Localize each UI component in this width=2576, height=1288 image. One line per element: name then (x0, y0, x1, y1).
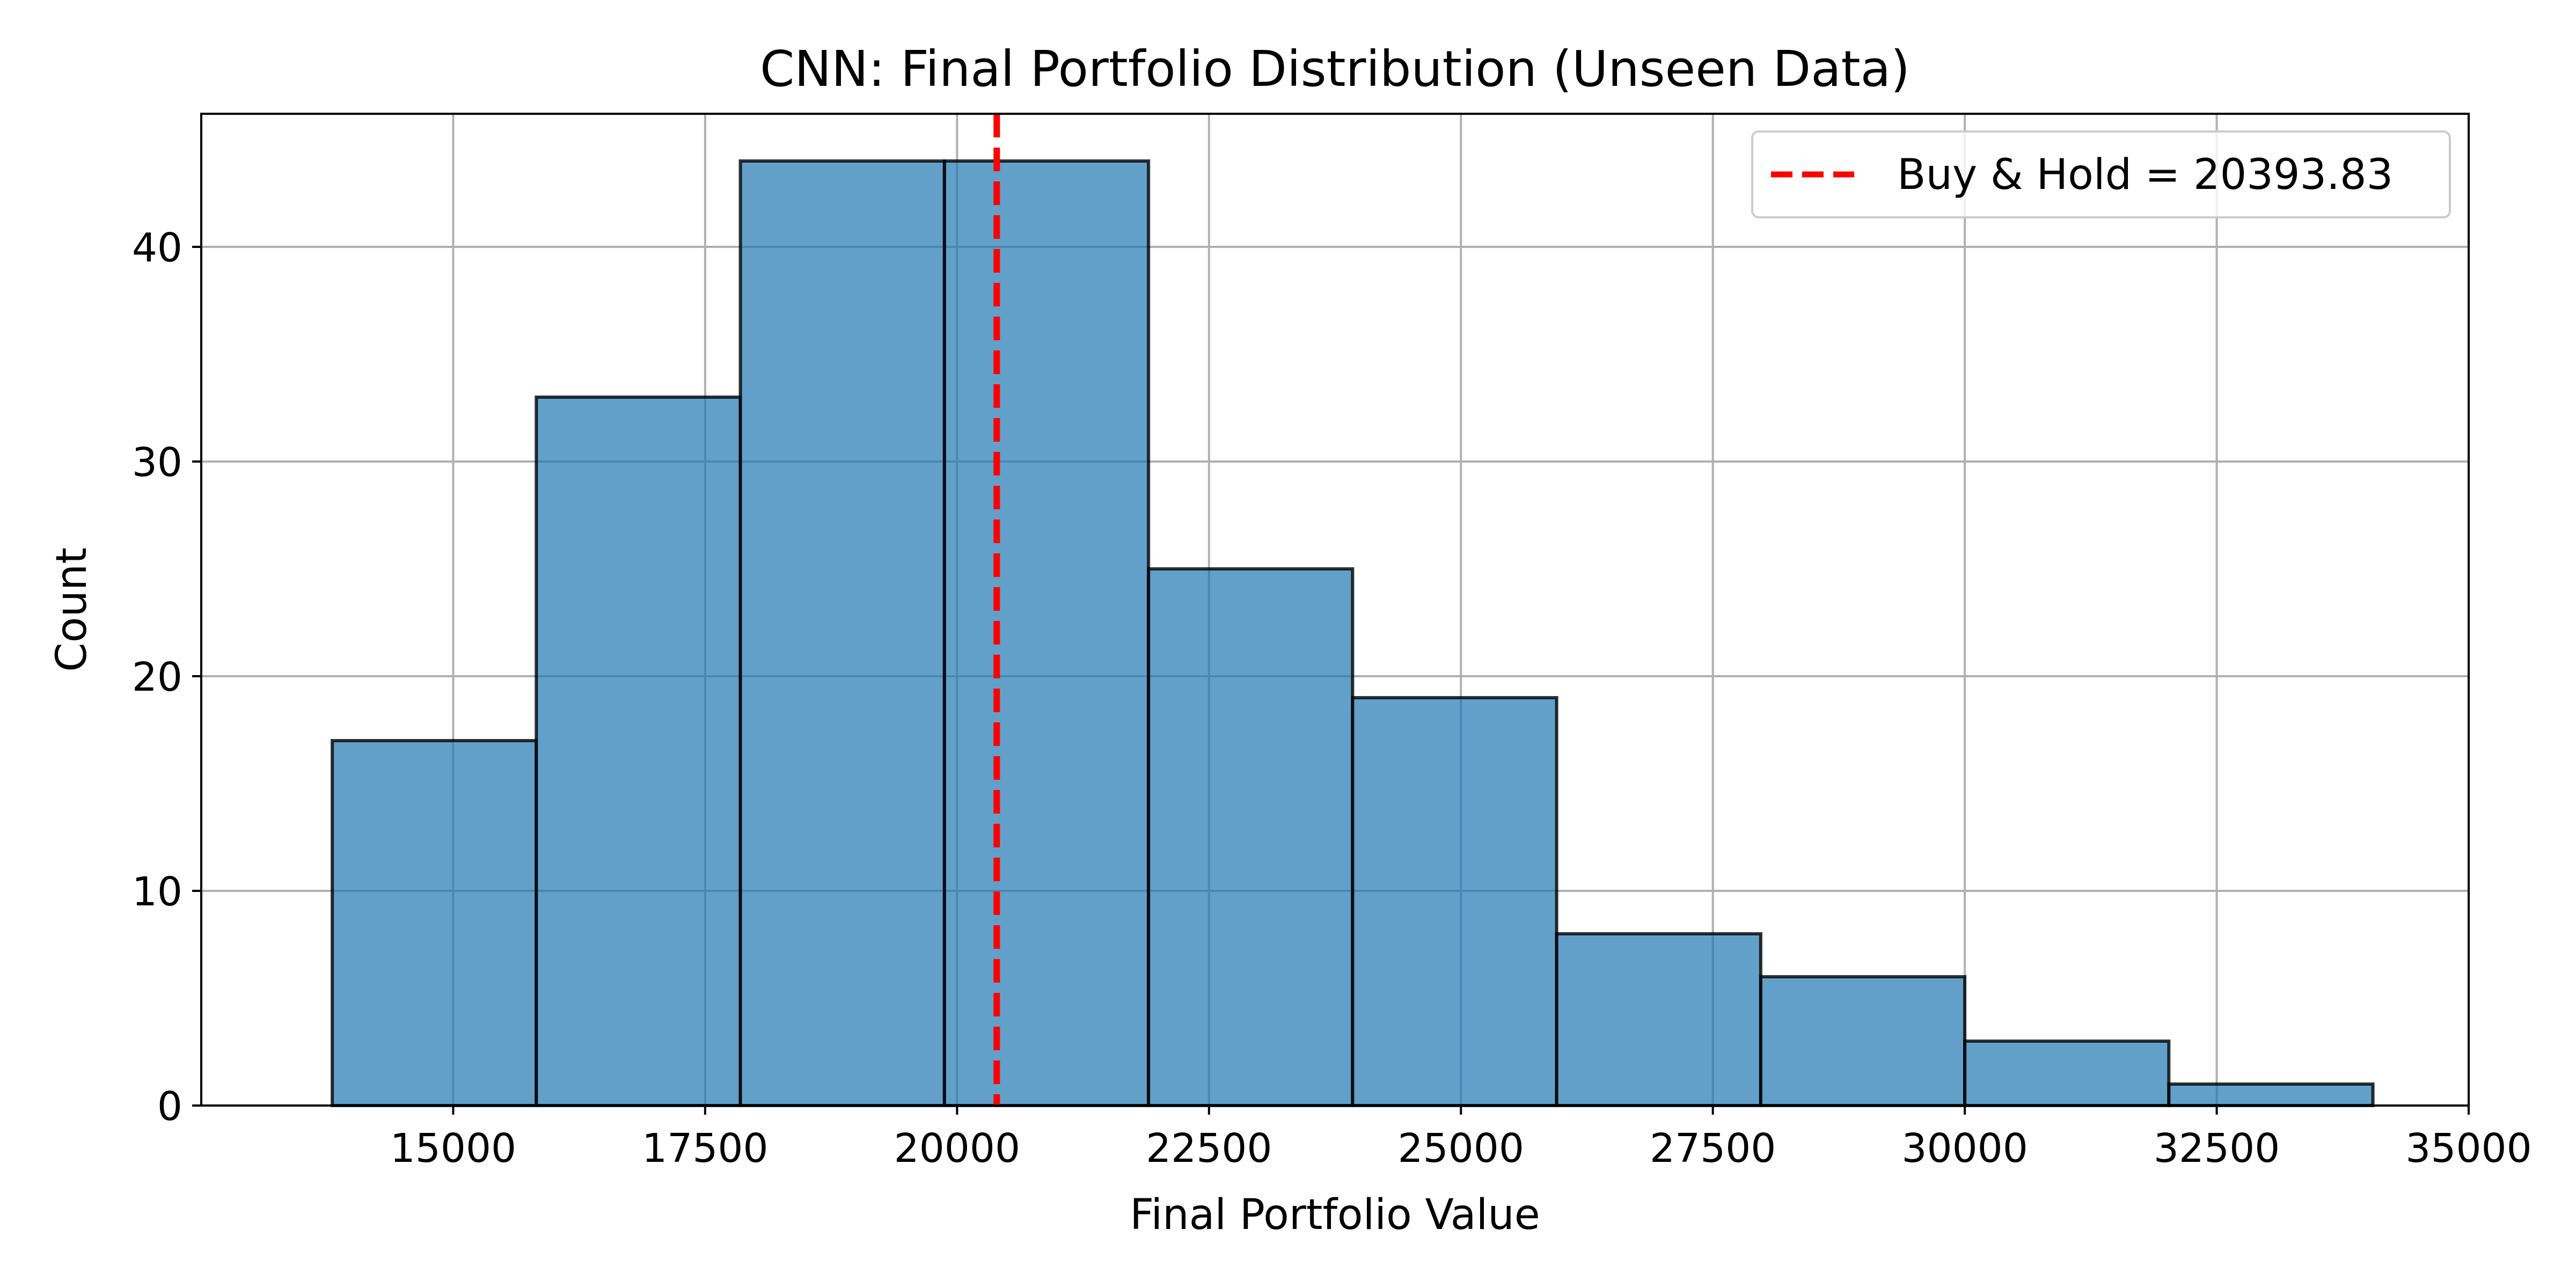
histogram-bar (738, 159, 946, 1107)
y-tick-label: 20 (132, 654, 182, 700)
y-tick-label: 0 (157, 1084, 182, 1130)
histogram-bar (1963, 1040, 2171, 1107)
histogram-bars (331, 159, 2375, 1107)
histogram-bar (1555, 932, 1762, 1107)
x-tick-label: 22500 (1146, 1125, 1272, 1172)
y-axis-label: Count (48, 547, 96, 672)
x-tick-label: 17500 (642, 1125, 768, 1172)
axes-frame (200, 113, 2470, 1107)
x-tick-label: 32500 (2154, 1125, 2280, 1172)
x-axis-label: Final Portfolio Value (1130, 1191, 1540, 1239)
x-tick-label: 35000 (2405, 1125, 2531, 1172)
y-tick-label: 30 (132, 440, 182, 486)
legend-label: Buy & Hold = 20393.83 (1897, 151, 2393, 199)
histogram-bar (942, 159, 1151, 1107)
y-tick-label: 10 (132, 869, 182, 915)
histogram-bar (1147, 567, 1355, 1107)
histogram-bar (2167, 1082, 2375, 1107)
y-tick-label: 40 (132, 225, 182, 271)
x-tick-label: 20000 (894, 1125, 1020, 1172)
x-tick-label: 30000 (1901, 1125, 2028, 1172)
chart-title: CNN: Final Portfolio Distribution (Unsee… (760, 40, 1910, 98)
histogram-bar (1759, 975, 1967, 1107)
legend-box (1751, 130, 2451, 218)
y-axis-ticks: 0 10 20 30 40 (132, 225, 201, 1130)
histogram-bar (535, 396, 742, 1107)
legend: Buy & Hold = 20393.83 (1751, 130, 2451, 218)
x-tick-label: 15000 (390, 1125, 516, 1172)
x-tick-label: 25000 (1398, 1125, 1524, 1172)
histogram-bar (331, 739, 538, 1107)
x-axis-ticks: 15000 17500 20000 22500 25000 27500 30000 32500… (390, 1106, 2532, 1172)
x-tick-label: 27500 (1650, 1125, 1776, 1172)
histogram-bar (1351, 696, 1558, 1107)
